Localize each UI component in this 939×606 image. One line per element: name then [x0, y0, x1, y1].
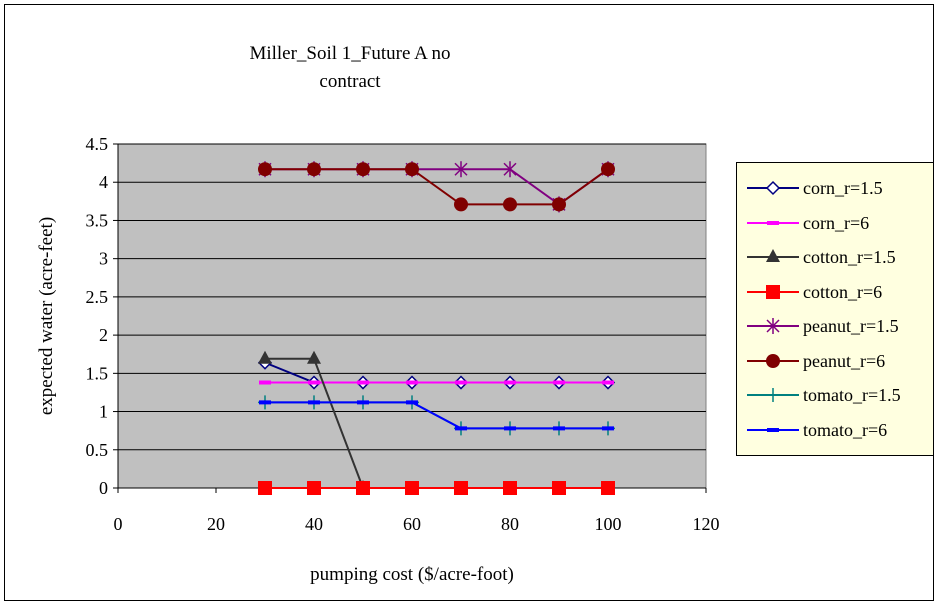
chart-title: Miller_Soil 1_Future A no contract: [0, 40, 700, 96]
y-tick-label: 0.5: [86, 440, 109, 460]
x-tick-label: 100: [595, 514, 622, 534]
y-tick-label: 4.5: [86, 134, 109, 154]
legend-label: tomato_r=1.5: [803, 385, 901, 405]
chart-title-line-2: contract: [319, 71, 381, 92]
legend-marker: [766, 318, 780, 334]
legend-marker: [767, 427, 779, 432]
y-tick-label: 2.5: [86, 287, 109, 307]
data-point: [308, 380, 320, 385]
data-point: [454, 161, 468, 178]
legend-marker: [765, 180, 781, 196]
legend-label: cotton_r=6: [803, 281, 883, 302]
legend-swatch: [747, 353, 799, 368]
legend-item: cotton_r=1.5: [745, 245, 933, 269]
legend-marker: [767, 220, 779, 225]
legend-marker: [766, 284, 780, 299]
x-tick-label: 120: [693, 514, 720, 534]
data-point: [503, 161, 517, 178]
y-tick-label: 0: [99, 478, 108, 498]
data-point: [406, 400, 418, 405]
data-point: [356, 162, 370, 177]
data-point: [357, 380, 369, 385]
data-point: [602, 380, 614, 385]
y-tick-label: 3: [99, 249, 108, 269]
chart-title-line-1: Miller_Soil 1_Future A no: [249, 43, 451, 64]
x-tick-label: 60: [403, 514, 421, 534]
x-tick-label: 80: [501, 514, 519, 534]
series-peanut_r=6: [258, 162, 615, 212]
data-point: [601, 481, 615, 495]
data-point: [455, 380, 467, 385]
legend-label: corn_r=1.5: [803, 178, 883, 198]
data-point: [454, 481, 468, 495]
data-point: [259, 400, 271, 405]
x-tick-label: 20: [207, 514, 225, 534]
legend-swatch: [747, 388, 799, 402]
legend-marker: [766, 353, 780, 368]
legend-swatch: [747, 180, 799, 196]
x-axis-label: pumping cost ($/acre-foot): [310, 564, 514, 585]
y-axis-label: expected water (acre-feet): [36, 217, 57, 415]
series-cotton_r=6: [258, 481, 615, 495]
data-point: [552, 481, 566, 495]
data-point: [307, 481, 321, 495]
legend-item: peanut_r=1.5: [745, 314, 933, 338]
legend-item: corn_r=6: [745, 211, 933, 235]
data-point: [405, 162, 419, 177]
data-point: [553, 426, 565, 431]
data-point: [602, 426, 614, 431]
legend-label: tomato_r=6: [803, 419, 888, 440]
data-point: [259, 380, 271, 385]
legend-label: peanut_r=1.5: [803, 316, 899, 336]
x-tick-label: 0: [114, 514, 123, 534]
data-point: [307, 162, 321, 177]
data-point: [553, 380, 565, 385]
data-point: [503, 481, 517, 495]
legend-item: corn_r=1.5: [745, 176, 933, 200]
data-point: [307, 350, 321, 364]
data-point: [258, 481, 272, 495]
legend-marker: [766, 249, 780, 262]
chart-legend: corn_r=1.5 corn_r=6 cotton_r=1.5 cotton_r=6…: [736, 162, 934, 456]
data-point: [357, 400, 369, 405]
legend-swatch: [747, 427, 799, 432]
series-tomato_r=6: [259, 400, 614, 431]
legend-label: cotton_r=1.5: [803, 247, 896, 267]
x-tick-label: 40: [305, 514, 323, 534]
series-line: [265, 168, 609, 206]
legend-item: cotton_r=6: [745, 280, 933, 304]
data-point: [454, 197, 468, 212]
data-point: [601, 162, 615, 177]
data-point: [356, 481, 370, 495]
y-tick-label: 3.5: [86, 210, 109, 230]
data-point: [406, 380, 418, 385]
y-tick-label: 4: [99, 172, 108, 192]
y-tick-label: 2: [99, 325, 108, 345]
data-point: [504, 380, 516, 385]
legend-item: tomato_r=1.5: [745, 383, 933, 407]
y-tick-label: 1.5: [86, 363, 109, 383]
data-point: [258, 350, 272, 364]
y-tick-label: 1: [99, 402, 108, 422]
legend-swatch: [747, 249, 799, 262]
legend-swatch: [747, 284, 799, 299]
series-line: [265, 401, 608, 430]
legend-marker: [766, 388, 780, 402]
data-point: [552, 197, 566, 212]
legend-swatch: [747, 318, 799, 334]
data-point: [504, 426, 516, 431]
legend-item: tomato_r=6: [745, 418, 933, 442]
data-point: [405, 481, 419, 495]
legend-label: peanut_r=6: [803, 350, 886, 371]
legend-item: peanut_r=6: [745, 349, 933, 373]
plot-area: [117, 143, 707, 489]
legend-swatch: [747, 220, 799, 225]
data-point: [258, 162, 272, 177]
legend-label: corn_r=6: [803, 212, 870, 233]
data-point: [503, 197, 517, 212]
data-point: [455, 426, 467, 431]
data-point: [308, 400, 320, 405]
